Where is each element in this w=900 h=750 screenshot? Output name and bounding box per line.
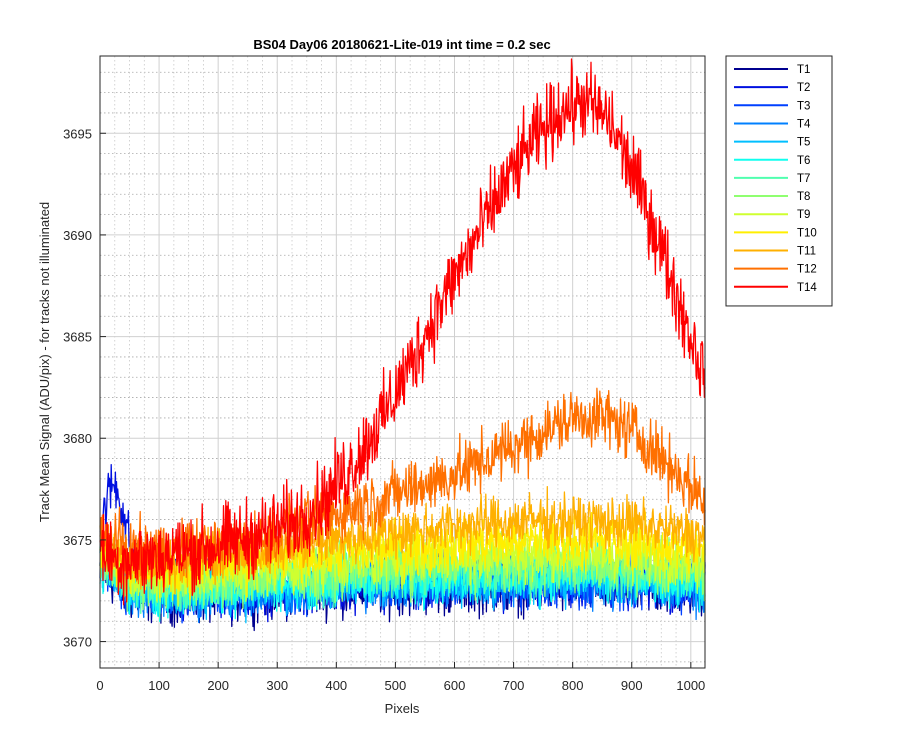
x-tick-label: 500 [385, 678, 407, 693]
x-tick-label: 600 [444, 678, 466, 693]
legend-label-t4: T4 [797, 118, 811, 130]
x-tick-label: 300 [266, 678, 288, 693]
y-tick-label: 3680 [63, 431, 92, 446]
legend-label-t5: T5 [797, 137, 810, 149]
series-line-t14 [99, 58, 706, 606]
legend-label-t8: T8 [797, 191, 810, 203]
legend-label-t12: T12 [797, 264, 817, 276]
legend-label-t3: T3 [797, 100, 810, 112]
legend-label-t11: T11 [797, 246, 816, 258]
legend-label-t2: T2 [797, 82, 810, 94]
x-tick-label: 400 [325, 678, 347, 693]
legend-label-t10: T10 [797, 227, 817, 239]
y-tick-label: 3695 [63, 126, 92, 141]
x-tick-label: 1000 [676, 678, 705, 693]
legend-box [725, 55, 833, 307]
x-tick-label: 0 [96, 678, 103, 693]
axis-ticks: 0 100 200 300 400 500 600 700 800 900 1000 3670 3675… [63, 126, 705, 693]
x-axis-label: Pixels [385, 701, 420, 716]
legend-label-t9: T9 [797, 209, 810, 221]
y-tick-label: 3675 [63, 533, 92, 548]
legend: T1 T2 T3 T4 T5 T6 T7 T8 T9 T10 T11 T12 T14 [725, 55, 833, 307]
y-tick-label: 3685 [63, 330, 92, 345]
plot-area-border [99, 55, 706, 669]
chart-title: BS04 Day06 20180621-Lite-019 int time = … [253, 37, 550, 52]
x-tick-label: 700 [503, 678, 525, 693]
legend-label-t7: T7 [797, 173, 810, 185]
y-tick-label: 3670 [63, 635, 92, 650]
x-tick-label: 900 [621, 678, 643, 693]
y-tick-label: 3690 [63, 228, 92, 243]
y-axis-label: Track Mean Signal (ADU/pix) - for tracks… [37, 202, 52, 522]
legend-label-t6: T6 [797, 155, 810, 167]
x-tick-label: 100 [148, 678, 170, 693]
legend-label-t14: T14 [797, 282, 817, 294]
legend-label-t1: T1 [797, 64, 810, 76]
x-tick-label: 200 [207, 678, 229, 693]
x-tick-label: 800 [562, 678, 584, 693]
series-lines [99, 58, 706, 632]
